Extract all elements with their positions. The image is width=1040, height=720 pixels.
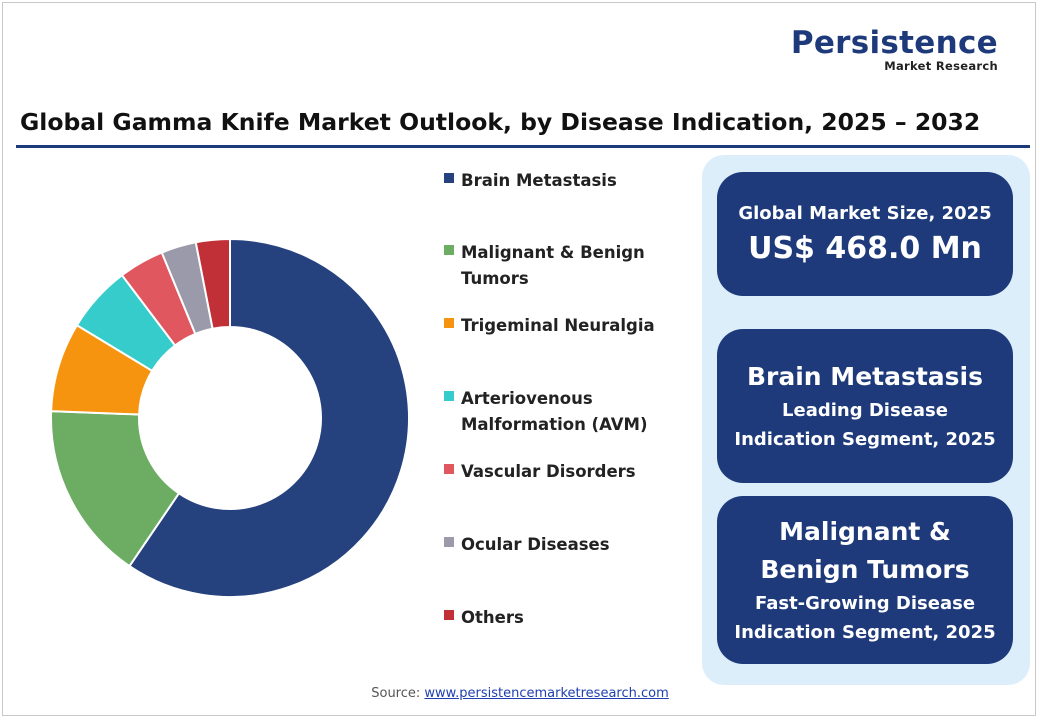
market-size-card: Global Market Size, 2025 US$ 468.0 Mn [717,172,1013,296]
leading-segment-name: Brain Metastasis [746,362,983,391]
donut-slice-malignant-benign-tumors [50,410,181,568]
leading-segment-card: Brain Metastasis Leading Disease Indicat… [717,329,1013,483]
legend-label: Arteriovenous Malformation (AVM) [461,389,648,434]
legend-label: Others [461,608,524,627]
fastest-segment-name-2: Benign Tumors [760,555,970,584]
donut-slice-others [194,237,231,330]
fastest-segment-name-1: Malignant & [779,517,951,546]
legend-swatch [444,318,454,328]
title-divider [16,145,1030,148]
market-size-label: Global Market Size, 2025 [738,202,992,224]
legend-swatch [444,537,454,547]
fastest-segment-caption-2: Indication Segment, 2025 [734,622,996,643]
legend-swatch [444,464,454,474]
brand-logo: Persistence Market Research [791,26,998,72]
legend-label: Brain Metastasis [461,171,617,190]
legend-label: Ocular Diseases [461,535,610,554]
brand-subtitle: Market Research [884,59,998,73]
fastest-segment-caption-1: Fast-Growing Disease [754,593,976,614]
source-note: Source: www.persistencemarketresearch.co… [0,686,1040,701]
legend-swatch [444,610,454,620]
legend-label: Vascular Disorders [461,462,636,481]
source-label: Source: [371,686,421,701]
legend-swatch [444,245,454,255]
fastest-segment-card: Malignant & Benign Tumors Fast-Growing D… [717,496,1013,664]
legend-swatch [444,391,454,401]
legend-label: Malignant & Benign Tumors [461,243,645,288]
brand-name: Persistence [790,25,998,61]
leading-segment-caption-2: Indication Segment, 2025 [734,429,996,450]
chart-title: Global Gamma Knife Market Outlook, by Di… [20,108,981,136]
leading-segment-caption-1: Leading Disease [782,400,948,421]
legend-swatch [444,173,454,183]
source-link[interactable]: www.persistencemarketresearch.com [424,686,669,701]
donut-slice-brain-metastasis [128,237,410,598]
donut-chart [50,237,410,598]
legend-label: Trigeminal Neuralgia [461,316,655,335]
market-size-value: US$ 468.0 Mn [748,230,982,266]
